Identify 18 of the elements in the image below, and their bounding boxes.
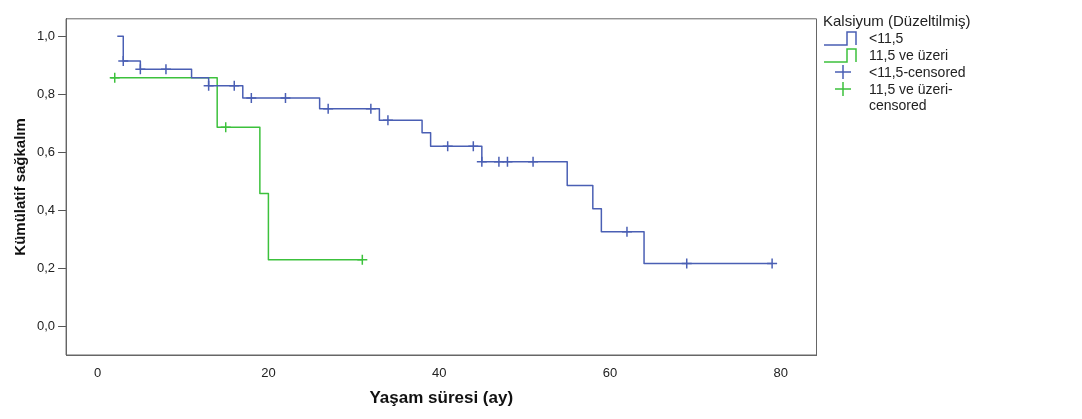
- x-tick-label: 20: [261, 365, 276, 381]
- y-tick-label: 0,2: [36, 259, 56, 275]
- y-tick-label: 0,6: [36, 143, 56, 159]
- x-tick-label: 40: [431, 365, 447, 381]
- legend-label: 11,5 ve üzeri-censored: [869, 81, 954, 113]
- x-tick-label: 60: [602, 365, 618, 381]
- x-tick-label: 0: [94, 365, 102, 381]
- x-axis-title: Yaşam süresi (ay): [369, 388, 514, 408]
- y-tick-label: 0,8: [36, 85, 56, 101]
- legend-label: <11,5: [869, 30, 904, 46]
- y-tick-label: 0,4: [36, 201, 56, 217]
- legend-title: Kalsiyum (Düzeltilmiş): [823, 12, 972, 29]
- y-tick-label: 0,0: [36, 317, 56, 333]
- x-tick-label: 80: [773, 365, 788, 381]
- legend-label: <11,5-censored: [869, 64, 966, 80]
- y-axis-title: Kümülatif sağkalım: [11, 118, 29, 256]
- y-tick-label: 1,0: [36, 27, 56, 43]
- legend-label: 11,5 ve üzeri: [869, 47, 949, 63]
